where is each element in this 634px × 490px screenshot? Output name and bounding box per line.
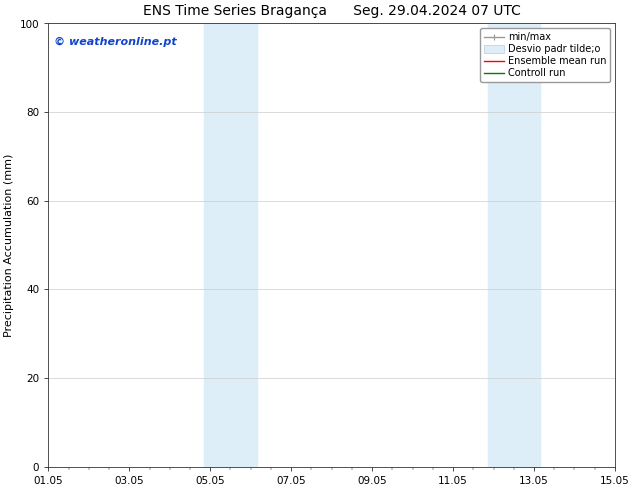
Bar bbox=[488, 24, 540, 467]
Bar bbox=[205, 24, 257, 467]
Text: © weatheronline.pt: © weatheronline.pt bbox=[54, 37, 177, 47]
Title: ENS Time Series Bragança      Seg. 29.04.2024 07 UTC: ENS Time Series Bragança Seg. 29.04.2024… bbox=[143, 4, 521, 18]
Y-axis label: Precipitation Accumulation (mm): Precipitation Accumulation (mm) bbox=[4, 153, 14, 337]
Legend: min/max, Desvio padr tilde;o, Ensemble mean run, Controll run: min/max, Desvio padr tilde;o, Ensemble m… bbox=[481, 28, 610, 82]
